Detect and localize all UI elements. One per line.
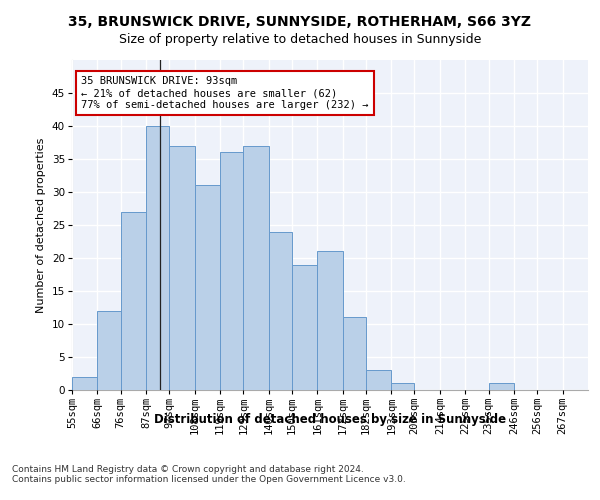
Bar — [121, 212, 146, 390]
Bar — [169, 146, 194, 390]
Bar — [488, 384, 514, 390]
Text: 35, BRUNSWICK DRIVE, SUNNYSIDE, ROTHERHAM, S66 3YZ: 35, BRUNSWICK DRIVE, SUNNYSIDE, ROTHERHA… — [68, 15, 532, 29]
Text: Distribution of detached houses by size in Sunnyside: Distribution of detached houses by size … — [154, 412, 506, 426]
Bar — [72, 377, 97, 390]
Bar — [97, 311, 121, 390]
Bar — [269, 232, 292, 390]
Text: 35 BRUNSWICK DRIVE: 93sqm
← 21% of detached houses are smaller (62)
77% of semi-: 35 BRUNSWICK DRIVE: 93sqm ← 21% of detac… — [81, 76, 369, 110]
Bar — [194, 186, 220, 390]
Text: Size of property relative to detached houses in Sunnyside: Size of property relative to detached ho… — [119, 32, 481, 46]
Bar — [220, 152, 243, 390]
Bar — [292, 264, 317, 390]
Y-axis label: Number of detached properties: Number of detached properties — [36, 138, 46, 312]
Bar — [366, 370, 391, 390]
Bar — [243, 146, 269, 390]
Bar — [391, 384, 415, 390]
Bar — [146, 126, 169, 390]
Text: Contains HM Land Registry data © Crown copyright and database right 2024.
Contai: Contains HM Land Registry data © Crown c… — [12, 465, 406, 484]
Bar — [343, 318, 366, 390]
Bar — [317, 252, 343, 390]
